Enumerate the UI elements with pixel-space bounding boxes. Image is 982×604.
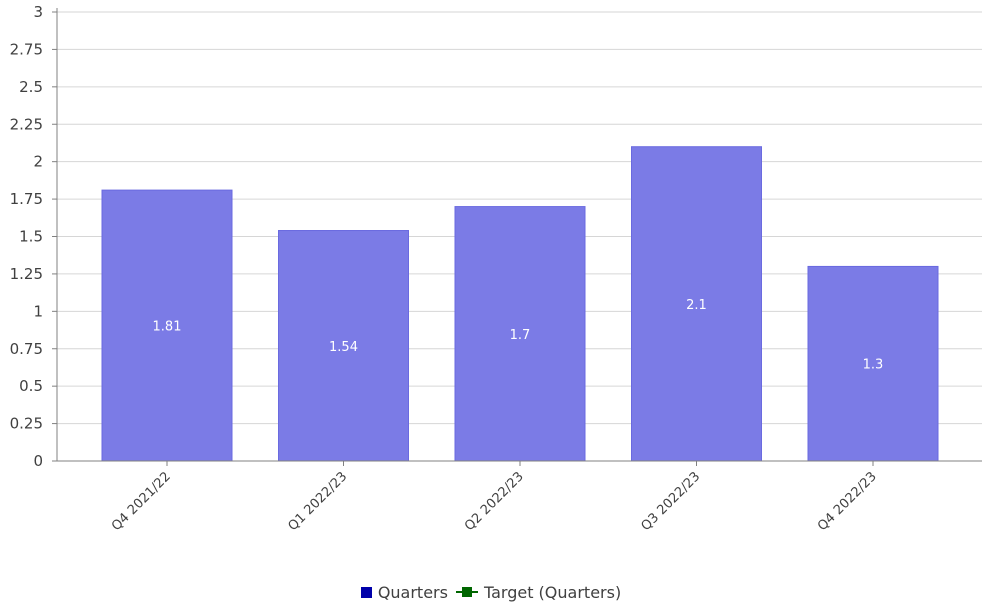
bar-value-label: 1.3	[863, 358, 884, 373]
legend: Quarters Target (Quarters)	[0, 580, 982, 604]
bar[interactable]: Quarters	[807, 265, 939, 462]
y-tick-label: 1.75	[10, 190, 43, 208]
x-axis-ticks: Q4 2021/22 Q1 2022/23 Q2 2022/23 Q3 2022/23…	[109, 461, 880, 534]
target-line-swatch-icon	[455, 586, 478, 598]
quarters-swatch-icon	[360, 586, 372, 598]
y-tick-label: 1.25	[10, 265, 43, 283]
y-tick-label: 2.75	[10, 40, 43, 58]
bar[interactable]: Quarters	[454, 206, 586, 462]
bar[interactable]: Quarters	[278, 230, 409, 462]
bar[interactable]: Quarters	[631, 146, 762, 462]
y-tick-label: 0.25	[10, 415, 43, 433]
bar-value-label: 1.7	[510, 328, 531, 343]
legend-item-target[interactable]: Target (Quarters)	[455, 582, 622, 602]
bar[interactable]: Quarters	[101, 189, 233, 462]
target-point-icon	[461, 587, 472, 597]
x-tick-label: Q3 2022/23	[639, 469, 704, 534]
bar-value-label: 1.81	[153, 320, 182, 335]
x-tick-label: Q2 2022/23	[462, 469, 527, 534]
bar-data-labels: 1.81 1.54 1.7 2.1 1.3	[153, 298, 884, 373]
y-axis-ticks: 0 0.25 0.5 0.75 1 1.25 1.5 1.75 2 2.25 2.5 2.75 3	[10, 3, 57, 470]
y-tick-label: 1.5	[19, 228, 43, 246]
y-tick-label: 3	[33, 3, 43, 21]
y-tick-label: 0.75	[10, 340, 43, 358]
y-tick-label: 1	[33, 302, 43, 320]
y-tick-label: 0.5	[19, 377, 43, 395]
y-tick-label: 2	[33, 153, 43, 171]
x-tick-label: Q4 2021/22	[109, 469, 174, 534]
legend-item-quarters[interactable]: Quarters	[360, 582, 448, 602]
bars-group: Quarters Quarters Quarters Quarters Quarters	[101, 146, 939, 462]
y-tick-label: 2.5	[19, 78, 43, 96]
x-tick-label: Q4 2022/23	[815, 469, 880, 534]
x-tick-label: Q1 2022/23	[286, 469, 351, 534]
legend-label-target: Target (Quarters)	[483, 582, 622, 602]
y-tick-label: 0	[33, 452, 43, 470]
bar-value-label: 2.1	[686, 298, 707, 313]
legend-label-quarters: Quarters	[377, 582, 448, 602]
y-tick-label: 2.25	[10, 115, 43, 133]
bar-value-label: 1.54	[329, 340, 358, 355]
